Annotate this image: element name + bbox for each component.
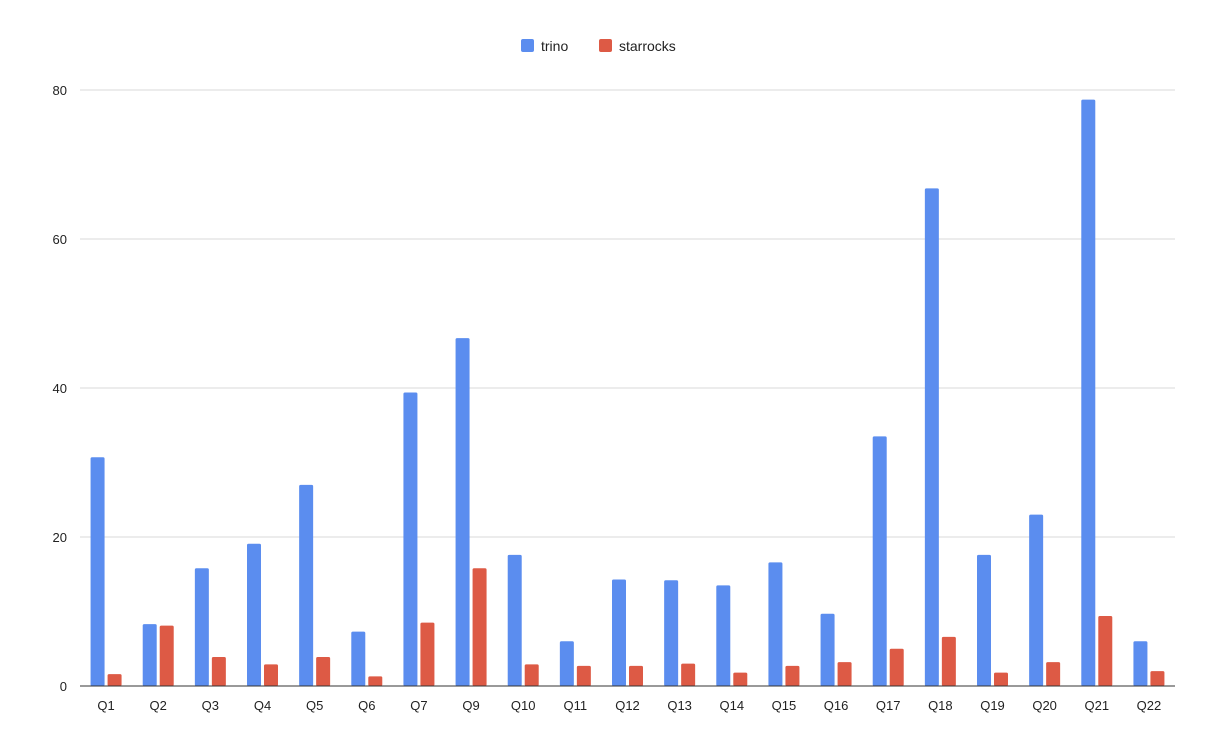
x-tick-label: Q19 (980, 698, 1005, 713)
bar-starrocks-q19 (994, 672, 1008, 686)
bar-trino-q21 (1081, 99, 1096, 686)
y-tick-label: 60 (53, 232, 67, 247)
bar-starrocks-q10 (524, 664, 539, 686)
legend: trino starrocks (521, 38, 676, 54)
x-tick-label: Q6 (358, 698, 375, 713)
y-tick-label: 20 (53, 530, 67, 545)
bar-trino-q20 (1029, 514, 1044, 686)
x-tick-label: Q16 (824, 698, 849, 713)
bar-trino-q1 (90, 457, 105, 686)
x-tick-label: Q15 (772, 698, 797, 713)
x-tick-label: Q20 (1032, 698, 1057, 713)
x-tick-label: Q18 (928, 698, 953, 713)
bar-trino-q7 (403, 392, 418, 686)
bar-starrocks-q20 (1046, 662, 1061, 686)
bar-trino-q12 (612, 579, 626, 686)
bar-starrocks-q21 (1098, 615, 1113, 686)
bar-trino-q3 (194, 568, 209, 686)
x-tick-label: Q14 (719, 698, 744, 713)
x-tick-label: Q21 (1084, 698, 1109, 713)
y-tick-label: 40 (53, 381, 67, 396)
x-tick-label: Q1 (97, 698, 114, 713)
bar-starrocks-q13 (681, 663, 696, 686)
x-tick-label: Q2 (150, 698, 167, 713)
bar-trino-q9 (455, 338, 470, 686)
bar-trino-q5 (299, 484, 314, 686)
x-tick-label: Q17 (876, 698, 901, 713)
x-tick-label: Q22 (1137, 698, 1162, 713)
x-tick-label: Q13 (667, 698, 692, 713)
x-tick-label: Q10 (511, 698, 536, 713)
bar-trino-q10 (507, 554, 522, 686)
bar-starrocks-q22 (1150, 671, 1165, 686)
bar-trino-q4 (247, 543, 261, 686)
bar-trino-q22 (1133, 641, 1148, 686)
bar-starrocks-q7 (420, 622, 435, 686)
x-tick-label: Q4 (254, 698, 271, 713)
x-axis-ticks: Q1 Q2 Q3 Q4 Q5 Q6 Q7 Q9 Q10 Q11 Q12 Q13 Q14 Q15 Q16 Q17… (97, 698, 1161, 713)
bar-starrocks-q14 (733, 672, 748, 686)
x-tick-label: Q5 (306, 698, 323, 713)
bar-trino-q17 (872, 436, 887, 686)
bar-starrocks-q5 (316, 656, 331, 686)
y-tick-label: 80 (53, 83, 67, 98)
x-tick-label: Q12 (615, 698, 640, 713)
bar-trino-q16 (820, 613, 835, 686)
y-tick-label: 0 (60, 679, 67, 694)
bar-starrocks-q16 (837, 662, 852, 686)
bar-trino-q13 (664, 580, 679, 686)
x-tick-label: Q9 (462, 698, 479, 713)
bar-trino-q6 (351, 631, 366, 686)
bar-starrocks-q15 (785, 665, 800, 686)
bar-trino-q14 (716, 585, 731, 686)
bar-trino-q2 (142, 624, 157, 686)
x-tick-label: Q7 (410, 698, 427, 713)
bar-starrocks-q11 (576, 665, 591, 686)
bar-starrocks-q4 (264, 664, 278, 686)
bar-trino-q11 (559, 641, 574, 686)
bar-starrocks-q1 (107, 674, 122, 686)
gridlines (80, 89, 1175, 538)
bar-trino-q19 (977, 554, 991, 686)
bar-starrocks-q9 (472, 568, 487, 686)
bars (90, 99, 1165, 686)
bar-starrocks-q6 (368, 676, 383, 686)
bar-trino-q18 (924, 188, 939, 686)
bar-starrocks-q18 (941, 636, 956, 686)
bar-starrocks-q12 (629, 665, 643, 686)
legend-swatch-trino (521, 39, 534, 52)
legend-label-starrocks: starrocks (619, 38, 676, 54)
legend-swatch-starrocks (599, 39, 612, 52)
bar-starrocks-q3 (211, 656, 226, 686)
bar-starrocks-q2 (159, 625, 174, 686)
bar-trino-q15 (768, 562, 783, 686)
y-axis-ticks: 0 20 40 60 80 (53, 83, 67, 694)
x-tick-label: Q11 (564, 698, 588, 713)
legend-label-trino: trino (541, 38, 568, 54)
bar-starrocks-q17 (889, 648, 904, 686)
x-tick-label: Q3 (202, 698, 219, 713)
